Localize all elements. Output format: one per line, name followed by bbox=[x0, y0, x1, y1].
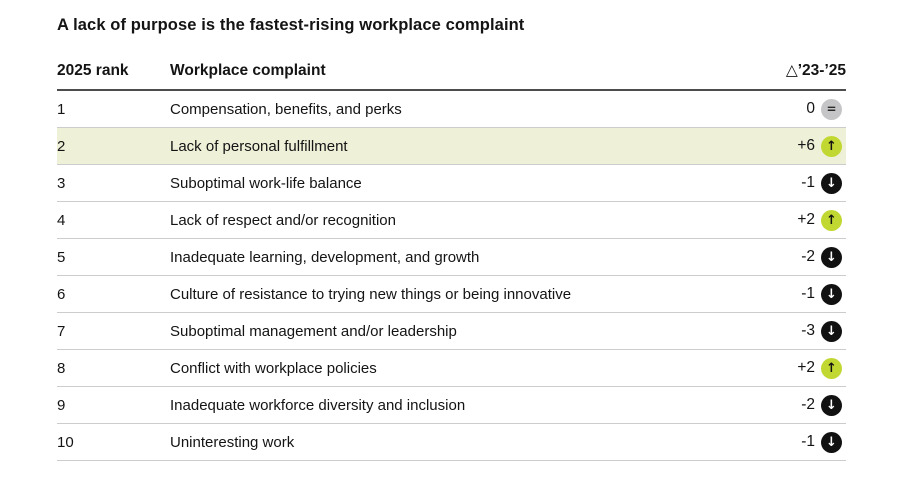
down-arrow-icon: ↓ bbox=[821, 172, 842, 194]
rank-cell: 7 bbox=[57, 322, 66, 340]
up-arrow-icon: ↑ bbox=[821, 135, 842, 157]
delta-cell: -2 ↓ bbox=[736, 246, 846, 268]
page-title: A lack of purpose is the fastest-rising … bbox=[57, 16, 525, 34]
delta-value: -1 bbox=[801, 285, 815, 302]
table-row: 8 Conflict with workplace policies +2 ↑ bbox=[57, 350, 846, 387]
delta-cell: -1 ↓ bbox=[736, 283, 846, 305]
complaint-cell: Lack of personal fulfillment bbox=[170, 137, 348, 155]
equals-icon: = bbox=[821, 98, 842, 120]
delta-cell: 0 = bbox=[736, 98, 846, 120]
up-arrow-icon: ↑ bbox=[821, 357, 842, 379]
complaint-cell: Suboptimal management and/or leadership bbox=[170, 322, 457, 340]
header-rank: 2025 rank bbox=[57, 62, 129, 79]
delta-value: -2 bbox=[801, 248, 815, 265]
delta-cell: -1 ↓ bbox=[736, 431, 846, 453]
rank-cell: 5 bbox=[57, 248, 66, 266]
delta-cell: -2 ↓ bbox=[736, 394, 846, 416]
delta-value: -2 bbox=[801, 396, 815, 413]
complaint-cell: Uninteresting work bbox=[170, 433, 295, 451]
complaint-cell: Compensation, benefits, and perks bbox=[170, 100, 402, 118]
complaint-cell: Culture of resistance to trying new thin… bbox=[170, 285, 572, 303]
down-arrow-icon: ↓ bbox=[821, 283, 842, 305]
delta-cell: -1 ↓ bbox=[736, 172, 846, 194]
table-row: 3 Suboptimal work-life balance -1 ↓ bbox=[57, 165, 846, 202]
rank-cell: 2 bbox=[57, 137, 66, 155]
delta-value: +2 bbox=[797, 211, 815, 228]
down-arrow-icon: ↓ bbox=[821, 394, 842, 416]
complaint-cell: Conflict with workplace policies bbox=[170, 359, 377, 377]
down-arrow-icon: ↓ bbox=[821, 431, 842, 453]
delta-value: -3 bbox=[801, 322, 815, 339]
table-row: 6 Culture of resistance to trying new th… bbox=[57, 276, 846, 313]
delta-cell: +2 ↑ bbox=[736, 357, 846, 379]
table-row: 9 Inadequate workforce diversity and inc… bbox=[57, 387, 846, 424]
delta-value: +2 bbox=[797, 359, 815, 376]
rank-cell: 4 bbox=[57, 211, 66, 229]
complaint-cell: Inadequate workforce diversity and inclu… bbox=[170, 396, 466, 414]
table-row: 7 Suboptimal management and/or leadershi… bbox=[57, 313, 846, 350]
complaint-cell: Inadequate learning, development, and gr… bbox=[170, 248, 480, 266]
table-row: 4 Lack of respect and/or recognition +2 … bbox=[57, 202, 846, 239]
down-arrow-icon: ↓ bbox=[821, 246, 842, 268]
delta-cell: -3 ↓ bbox=[736, 320, 846, 342]
rank-cell: 3 bbox=[57, 174, 66, 192]
table-row: 1 Compensation, benefits, and perks 0 = bbox=[57, 91, 846, 128]
rank-cell: 9 bbox=[57, 396, 66, 414]
rank-cell: 10 bbox=[57, 433, 74, 451]
delta-value: +6 bbox=[797, 137, 815, 154]
up-arrow-icon: ↑ bbox=[821, 209, 842, 231]
delta-cell: +2 ↑ bbox=[736, 209, 846, 231]
header-complaint: Workplace complaint bbox=[170, 62, 326, 79]
table-row: 5 Inadequate learning, development, and … bbox=[57, 239, 846, 276]
table-row: 2 Lack of personal fulfillment +6 ↑ bbox=[57, 128, 846, 165]
rank-cell: 8 bbox=[57, 359, 66, 377]
table-header-row: 2025 rank Workplace complaint △’23-’25 bbox=[57, 61, 846, 91]
delta-value: -1 bbox=[801, 433, 815, 450]
complaint-cell: Lack of respect and/or recognition bbox=[170, 211, 396, 229]
down-arrow-icon: ↓ bbox=[821, 320, 842, 342]
header-delta: △’23-’25 bbox=[785, 62, 846, 79]
delta-value: -1 bbox=[801, 174, 815, 191]
delta-cell: +6 ↑ bbox=[736, 135, 846, 157]
rank-cell: 6 bbox=[57, 285, 66, 303]
delta-value: 0 bbox=[806, 100, 815, 117]
table-body: 1 Compensation, benefits, and perks 0 = … bbox=[57, 91, 846, 461]
table-row: 10 Uninteresting work -1 ↓ bbox=[57, 424, 846, 461]
complaint-cell: Suboptimal work-life balance bbox=[170, 174, 362, 192]
complaints-table: 2025 rank Workplace complaint △’23-’25 1… bbox=[57, 61, 846, 461]
rank-cell: 1 bbox=[57, 100, 66, 118]
